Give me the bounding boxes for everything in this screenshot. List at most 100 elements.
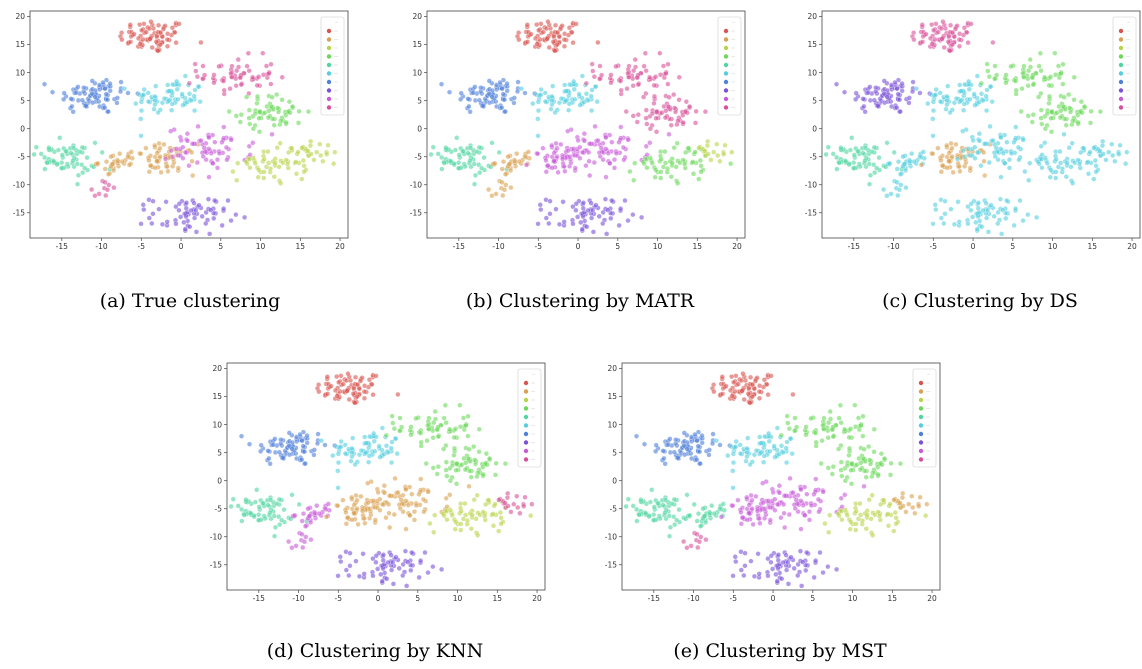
scatter-point — [764, 381, 770, 388]
scatter-point — [855, 148, 861, 154]
scatter-point — [502, 97, 508, 103]
scatter-point — [630, 212, 636, 218]
scatter-point — [1093, 169, 1099, 175]
scatter-point — [630, 503, 636, 509]
scatter-point — [720, 391, 726, 397]
scatter-point — [463, 512, 469, 518]
scatter-point — [188, 207, 194, 214]
scatter-point — [967, 165, 973, 171]
scatter-point — [389, 460, 395, 466]
scatter-point — [800, 502, 806, 508]
scatter-point — [825, 564, 831, 570]
scatter-point — [349, 517, 355, 523]
scatter-point — [643, 107, 649, 113]
scatter-point — [848, 519, 854, 525]
axes-frame — [226, 362, 546, 591]
scatter-point — [1097, 109, 1103, 115]
scatter-point — [823, 151, 829, 158]
scatter-point — [68, 150, 74, 156]
scatter-point — [235, 57, 241, 63]
scatter-point — [365, 500, 371, 506]
scatter-point — [467, 158, 473, 164]
scatter-point — [851, 160, 857, 166]
scatter-point — [705, 138, 711, 144]
scatter-point — [447, 492, 453, 498]
y-tick-label: 5 — [217, 448, 222, 457]
scatter-point — [180, 144, 186, 150]
scatter-point — [524, 22, 530, 28]
scatter-point — [128, 39, 134, 45]
scatter-point — [744, 517, 750, 523]
scatter-point — [138, 116, 144, 122]
scatter-point — [347, 550, 353, 556]
scatter-point — [81, 89, 87, 95]
scatter-point — [1092, 157, 1098, 164]
scatter-point — [256, 74, 262, 80]
scatter-point — [965, 40, 971, 46]
scatter-point — [949, 145, 955, 151]
scatter-point — [943, 106, 949, 112]
scatter-point — [666, 131, 672, 137]
scatter-point — [228, 218, 234, 224]
x-tick-label: 0 — [179, 242, 184, 251]
scatter-point — [206, 174, 212, 180]
scatter-point — [860, 150, 866, 156]
scatter-point — [140, 36, 146, 43]
scatter-point — [730, 485, 736, 491]
scatter-point — [770, 566, 776, 572]
scatter-point — [575, 214, 581, 220]
scatter-point — [618, 87, 624, 93]
scatter-point — [266, 70, 272, 76]
scatter-point — [961, 25, 967, 31]
scatter-point — [603, 146, 609, 152]
scatter-point — [206, 134, 212, 141]
scatter-point — [976, 138, 983, 144]
scatter-point — [418, 439, 424, 445]
scatter-point — [353, 558, 359, 564]
scatter-point — [246, 107, 252, 113]
scatter-point — [536, 27, 542, 33]
scatter-point — [211, 215, 217, 221]
scatter-point — [909, 493, 915, 499]
scatter-point — [1029, 119, 1035, 125]
scatter-point — [393, 554, 399, 560]
scatter-point — [597, 63, 603, 69]
scatter-point — [792, 428, 798, 434]
scatter-point — [587, 173, 593, 179]
scatter-point — [785, 581, 791, 587]
scatter-point — [293, 159, 299, 165]
scatter-point — [888, 460, 894, 466]
scatter-point — [781, 510, 787, 516]
legend-marker — [326, 88, 332, 93]
scatter-point — [1026, 68, 1032, 74]
scatter-point — [1064, 160, 1070, 166]
scatter-point — [853, 96, 859, 102]
scatter-point — [765, 392, 771, 398]
scatter-point — [853, 521, 859, 527]
scatter-point — [785, 420, 791, 426]
scatter-point — [992, 76, 998, 82]
scatter-point — [860, 413, 866, 419]
scatter-point — [338, 444, 344, 450]
scatter-point — [228, 503, 234, 510]
legend-marker — [523, 389, 529, 394]
scatter-point — [753, 493, 759, 499]
scatter-point — [277, 522, 283, 528]
scatter-point — [1038, 107, 1044, 113]
scatter-point — [608, 72, 614, 78]
scatter-point — [358, 493, 364, 499]
scatter-point — [954, 156, 961, 162]
legend-marker — [723, 71, 729, 76]
scatter-point — [972, 155, 978, 161]
scatter-point — [343, 567, 349, 573]
legend-title: ... — [532, 371, 536, 376]
scatter-point — [860, 433, 866, 439]
scatter-point — [627, 168, 633, 175]
scatter-point — [535, 99, 541, 105]
scatter-point — [163, 199, 169, 205]
scatter-point — [170, 81, 176, 88]
scatter-point — [652, 174, 658, 180]
scatter-point — [979, 224, 985, 230]
scatter-point — [258, 448, 264, 454]
scatter-point — [630, 113, 636, 119]
